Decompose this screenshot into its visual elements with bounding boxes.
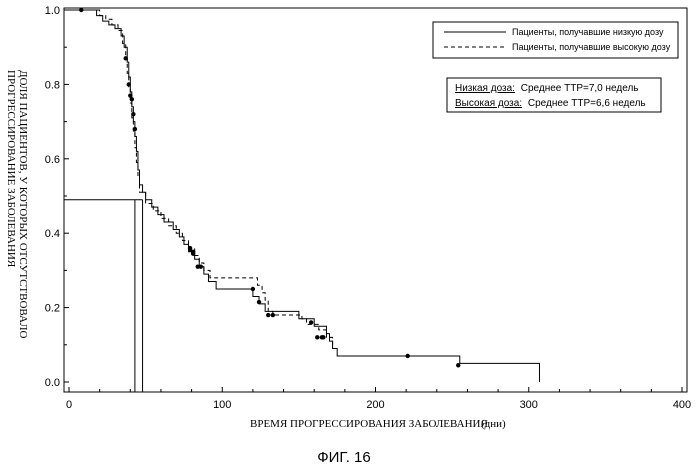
legend-entry-low: Пациенты, получавшие низкую дозу — [512, 27, 664, 37]
y-axis-label-line2: ПРОГРЕССИРОВАНИЕ ЗАБОЛЕВАНИЯ — [5, 70, 17, 268]
axis-tick-labels: 0 100 200 300 400 0.0 0.2 0.4 0.6 0.8 1.0 — [45, 5, 691, 411]
stats-low: Низкая доза: Среднее ТТР=7,0 недель — [455, 83, 639, 94]
legend-entry-high: Пациенты, получавшие высокую дозу — [512, 42, 671, 52]
censor-point-1 — [188, 246, 192, 250]
censor-point-0 — [405, 354, 409, 358]
x-tick-label: 300 — [520, 399, 538, 411]
y-tick-label: 0.4 — [45, 228, 60, 240]
censor-point-0 — [456, 363, 460, 367]
median-lines — [64, 200, 143, 392]
x-tick-label: 200 — [366, 399, 384, 411]
stats-high: Высокая доза: Среднее ТТР=6,6 недель — [455, 98, 646, 109]
axis-ticks — [64, 10, 682, 392]
plot-frame — [64, 8, 687, 392]
x-tick-label: 100 — [213, 399, 231, 411]
y-tick-label: 0.6 — [45, 154, 60, 166]
legend: Пациенты, получавшие низкую дозу Пациент… — [433, 22, 678, 58]
censor-point-1 — [266, 313, 270, 317]
censor-point-0 — [251, 287, 255, 291]
x-tick-label: 0 — [66, 399, 72, 411]
censor-point-1 — [271, 313, 275, 317]
series-line-0 — [69, 10, 539, 382]
censor-point-1 — [128, 93, 132, 97]
censor-point-1 — [191, 250, 195, 254]
figure-label: ФИГ. 16 — [317, 449, 371, 466]
y-axis-label-line1: ДОЛЯ ПАЦИЕНТОВ, У КОТОРЫХ ОТСУТСТВОВАЛО — [17, 70, 29, 338]
censor-point-1 — [124, 56, 128, 60]
stats-low-value: Среднее ТТР=7,0 недель — [521, 83, 639, 94]
stats-low-label: Низкая доза: — [455, 83, 515, 94]
censor-point-1 — [199, 264, 203, 268]
y-tick-label: 0.8 — [45, 79, 60, 91]
y-tick-label: 0.0 — [45, 377, 60, 389]
x-axis-label: ВРЕМЯ ПРОГРЕССИРОВАНИЯ ЗАБОЛЕВАНИЯ — [250, 418, 489, 430]
stats-high-label: Высокая доза: — [455, 98, 522, 109]
censor-point-1 — [321, 335, 325, 339]
y-tick-label: 0.2 — [45, 303, 60, 315]
censor-point-1 — [127, 82, 131, 86]
y-tick-label: 1.0 — [45, 5, 60, 17]
censor-point-0 — [257, 300, 261, 304]
x-axis-unit: (дни) — [481, 418, 506, 430]
stats-high-value: Среднее ТТР=6,6 недель — [528, 98, 646, 109]
stats-box: Низкая доза: Среднее ТТР=7,0 недель Высо… — [447, 78, 661, 112]
series-line-1 — [69, 10, 333, 345]
censor-point-1 — [315, 335, 319, 339]
series-group — [69, 8, 539, 382]
x-tick-label: 400 — [673, 399, 691, 411]
